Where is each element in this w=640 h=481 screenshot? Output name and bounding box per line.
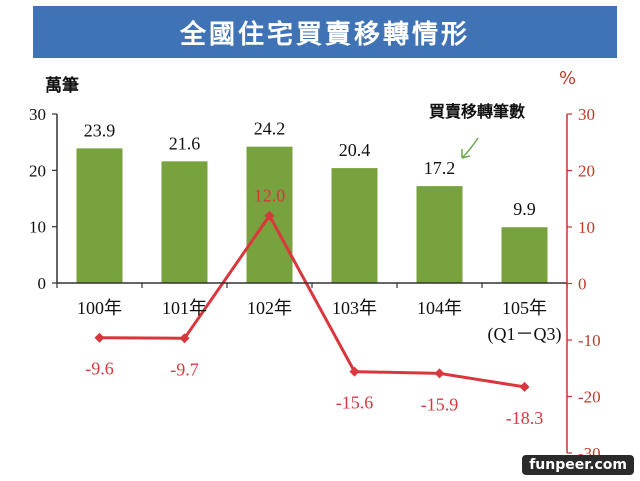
line-point xyxy=(264,210,275,221)
line-point xyxy=(519,381,530,392)
bar-value-label: 21.6 xyxy=(169,133,201,153)
line-series-path xyxy=(99,212,525,389)
annotation-arrow xyxy=(461,137,479,159)
annotation-arrowhead xyxy=(461,149,471,159)
left-axis-tick-label: 20 xyxy=(29,161,46,180)
line-point xyxy=(349,366,360,377)
bar xyxy=(161,161,208,283)
x-axis-tick-label: 104年 xyxy=(417,298,462,318)
right-axis-tick-label: 20 xyxy=(578,162,595,181)
axes: 0 10 20 30 萬筆 100年 101年 102年 103年 104年 105年 (Q1－Q3)… xyxy=(29,68,601,463)
line-value-label: -9.7 xyxy=(170,359,199,379)
x-axis-tick-label: 100年 xyxy=(77,298,122,318)
x-axis-tick-sublabel: (Q1－Q3) xyxy=(488,324,562,345)
x-axis-tick-label: 103年 xyxy=(332,298,377,318)
series-annotation: 買賣移轉筆數 xyxy=(429,102,525,121)
line-value-label: -15.9 xyxy=(421,394,459,414)
bar xyxy=(501,227,548,283)
right-axis-tick-label: 0 xyxy=(578,275,587,294)
bar xyxy=(76,148,123,283)
bar-value-labels: 23.9 21.6 24.2 20.4 17.2 9.9 xyxy=(84,119,536,220)
x-axis-tick-label: 105年 xyxy=(502,298,547,318)
bar xyxy=(331,168,378,283)
watermark: funpeer.com xyxy=(522,455,634,475)
left-axis-tick-label: 30 xyxy=(29,105,46,124)
line-point xyxy=(434,368,445,379)
bar xyxy=(416,186,463,283)
right-axis-tick-label: 30 xyxy=(578,105,595,124)
right-axis-tick-label: 10 xyxy=(578,218,595,237)
left-axis-tick-label: 10 xyxy=(29,218,46,237)
bar-series xyxy=(76,146,548,283)
x-axis-tick-label: 101年 xyxy=(162,298,207,318)
right-axis-tick-label: -20 xyxy=(578,388,601,407)
right-axis-tick-label: -10 xyxy=(578,331,601,350)
line-value-label: -15.6 xyxy=(336,393,374,413)
bar-value-label: 23.9 xyxy=(84,120,116,140)
line-value-label: -9.6 xyxy=(85,359,114,379)
bar-value-label: 24.2 xyxy=(254,119,286,139)
line-point xyxy=(94,332,105,343)
line-value-label: 12.0 xyxy=(254,186,286,206)
bar-value-label: 17.2 xyxy=(424,158,456,178)
right-axis-unit: % xyxy=(559,68,576,89)
line-series: -9.6 -9.7 12.0 -15.6 -15.9 -18.3 xyxy=(85,186,543,428)
left-axis-tick-label: 0 xyxy=(38,274,47,293)
chart-title-banner: 全國住宅買賣移轉情形 xyxy=(33,6,617,58)
left-axis-unit: 萬筆 xyxy=(45,75,79,96)
line-point xyxy=(179,333,190,344)
x-axis-tick-label: 102年 xyxy=(247,298,292,318)
line-value-label: -18.3 xyxy=(506,408,544,428)
bar-value-label: 20.4 xyxy=(339,140,371,160)
bar-value-label: 9.9 xyxy=(513,199,536,219)
